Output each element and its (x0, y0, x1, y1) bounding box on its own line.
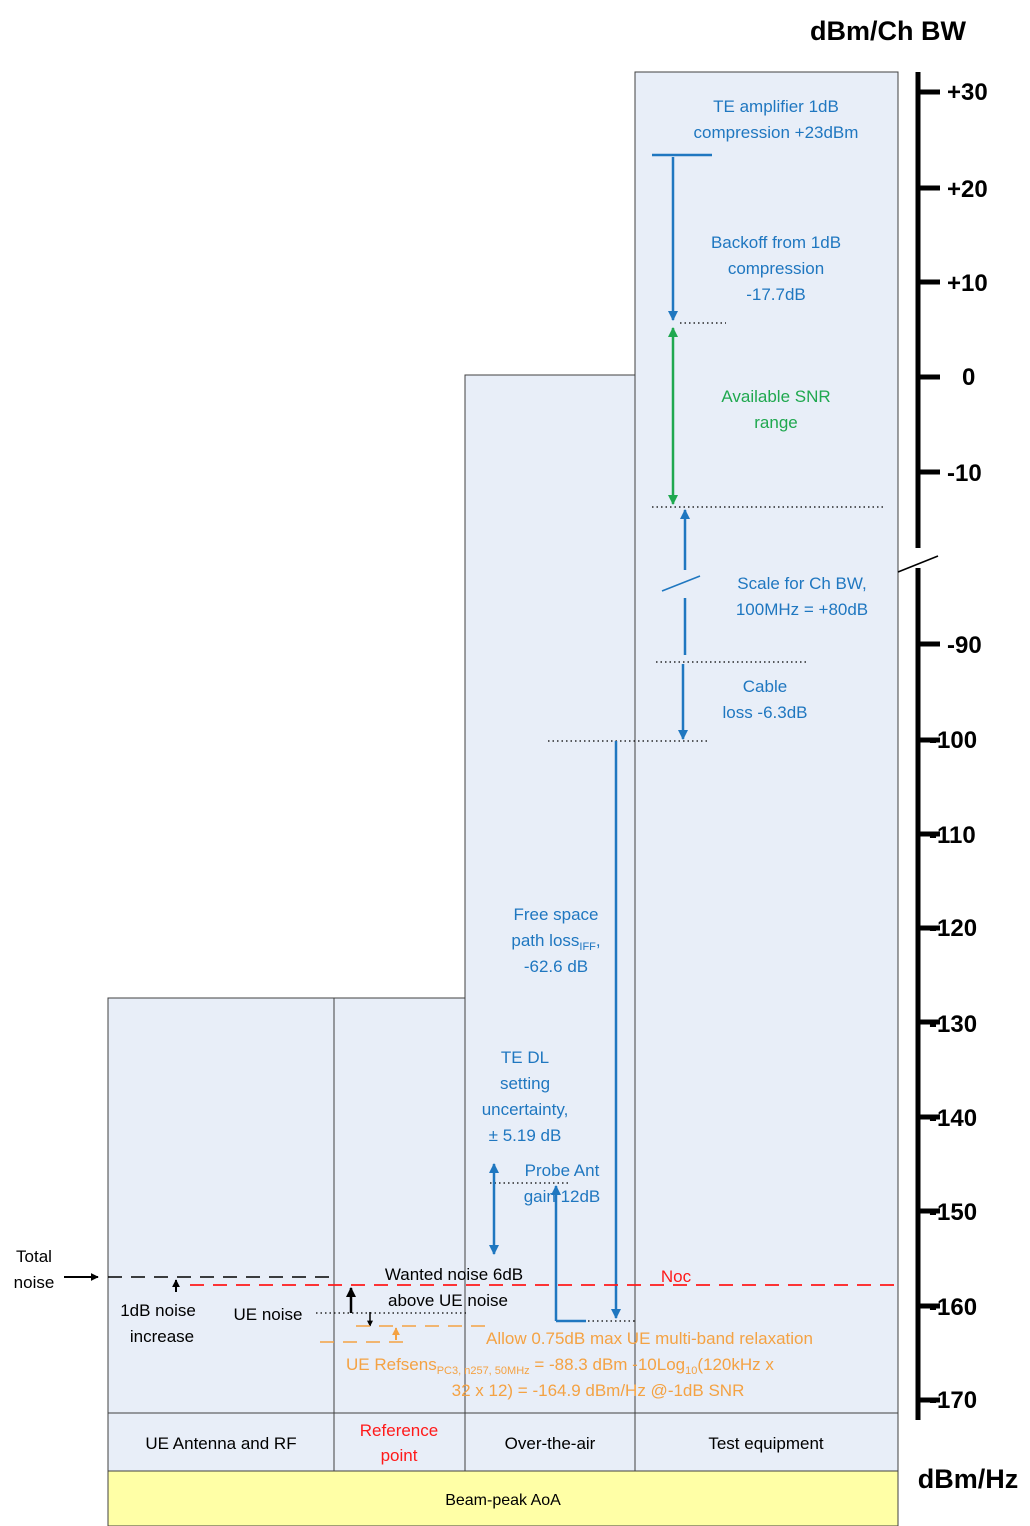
fspl-label-2: path lossIFF, (511, 931, 600, 953)
noise-increase-label-1: 1dB noise (120, 1301, 196, 1320)
te-dl-label-3: uncertainty, (482, 1100, 569, 1119)
backoff-label-2: compression (728, 259, 824, 278)
tick-label: -140 (929, 1105, 977, 1132)
label-cell-ref (333, 1412, 466, 1472)
panel-over-the-air (464, 374, 636, 1414)
footer-label: Beam-peak AoA (445, 1492, 561, 1509)
fspl-label-2-tail: , (596, 931, 601, 950)
axis-ticks (918, 89, 940, 1403)
scale-label-2: 100MHz = +80dB (736, 600, 868, 619)
column-label-ue: UE Antenna and RF (145, 1434, 296, 1453)
wanted-noise-label-1: Wanted noise 6dB (385, 1265, 523, 1284)
cable-label-1: Cable (743, 677, 787, 696)
scale-label-1: Scale for Ch BW, (737, 574, 866, 593)
refsens-label-1: UE RefsensPC3, n257, 50MHz = -88.3 dBm -… (346, 1355, 774, 1377)
snr-label-2: range (754, 413, 797, 432)
axis-bottom-title: dBm/Hz (918, 1464, 1019, 1494)
backoff-label-1: Backoff from 1dB (711, 233, 841, 252)
cable-label-2: loss -6.3dB (722, 703, 807, 722)
tick-label: 0 (962, 364, 975, 391)
fspl-label-1: Free space (513, 905, 598, 924)
relaxation-label: Allow 0.75dB max UE multi-band relaxatio… (486, 1329, 813, 1348)
tick-label: +30 (947, 79, 988, 106)
tick-label: -10 (947, 460, 982, 487)
tick-label: -120 (929, 915, 977, 942)
total-noise-label-2: noise (14, 1273, 55, 1292)
axis: dBm/Ch BW dBm/Hz +30 +20 +10 0 -10 -90 -… (810, 16, 1018, 1494)
refsens-label-b-sub: 10 (685, 1365, 697, 1377)
column-label-ref-1: Reference (360, 1421, 438, 1440)
panel-reference (333, 997, 466, 1414)
te-dl-label-4: ± 5.19 dB (489, 1126, 562, 1145)
dotted-reference-lines (316, 322, 884, 1322)
tick-label: -150 (929, 1199, 977, 1226)
refsens-label-a: UE Refsens (346, 1355, 437, 1374)
refsens-label-2: 32 x 12) = -164.9 dBm/Hz @-1dB SNR (452, 1381, 745, 1400)
snr-label-1: Available SNR (721, 387, 830, 406)
tick-label: -100 (929, 727, 977, 754)
te-dl-label-2: setting (500, 1074, 550, 1093)
refsens-label-a-sub: PC3, n257, 50MHz (437, 1365, 530, 1377)
tick-label: -130 (929, 1011, 977, 1038)
panel-ue-antenna (107, 997, 335, 1414)
probe-label-2: gain 12dB (524, 1187, 601, 1206)
tick-label: -110 (929, 822, 976, 849)
footer-bar (107, 1470, 899, 1526)
panel-test-equipment (634, 71, 899, 1414)
label-cell-te (634, 1412, 899, 1472)
te-dl-label-1: TE DL (501, 1048, 549, 1067)
axis-top-title: dBm/Ch BW (810, 16, 966, 46)
column-label-ota: Over-the-air (505, 1434, 596, 1453)
tick-label: -160 (929, 1294, 977, 1321)
te-amp-label-2: compression +23dBm (694, 123, 859, 142)
wanted-noise-label-2: above UE noise (388, 1291, 508, 1310)
fspl-label-3: -62.6 dB (524, 957, 588, 976)
column-label-ref-2: point (381, 1446, 418, 1465)
tick-label: +20 (947, 176, 988, 203)
ue-noise-label: UE noise (234, 1305, 303, 1324)
tick-label: -170 (929, 1387, 977, 1414)
total-noise-label-1: Total (16, 1247, 52, 1266)
noc-label: Noc (661, 1267, 692, 1286)
label-cell-ue (107, 1412, 335, 1472)
fspl-label-2-sub: IFF (579, 941, 596, 953)
tick-label: +10 (947, 270, 988, 297)
probe-label-1: Probe Ant (525, 1161, 600, 1180)
refsens-label-b: = -88.3 dBm -10Log (530, 1355, 685, 1374)
scale-arrow-break (661, 575, 701, 592)
tick-label: -90 (947, 632, 982, 659)
noise-increase-label-2: increase (130, 1327, 194, 1346)
backoff-label-3: -17.7dB (746, 285, 806, 304)
te-amp-label-1: TE amplifier 1dB (713, 97, 839, 116)
panels (107, 71, 899, 1526)
column-label-te: Test equipment (708, 1434, 824, 1453)
axis-break (897, 555, 939, 573)
fspl-label-2-main: path loss (511, 931, 579, 950)
refsens-label-c: (120kHz x (697, 1355, 774, 1374)
